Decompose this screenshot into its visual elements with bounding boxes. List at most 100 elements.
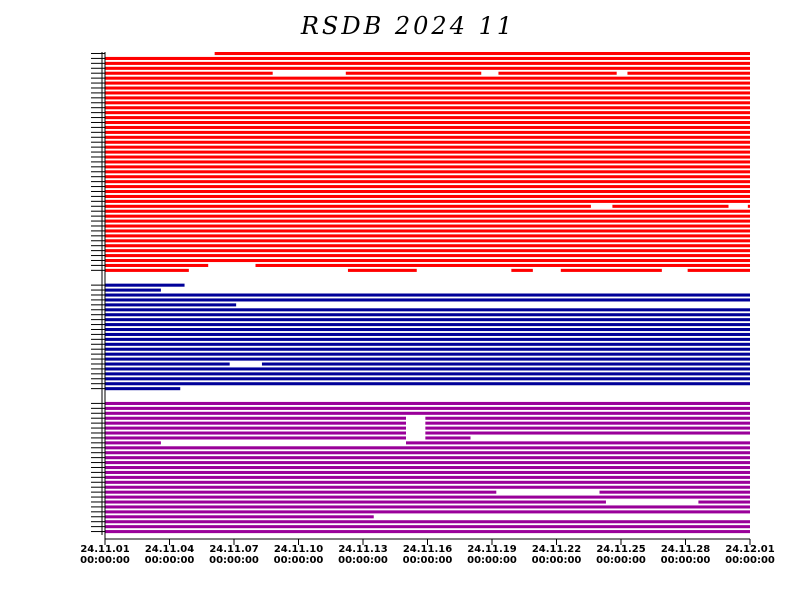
data-gap [406,435,426,440]
series-row-bar [105,96,750,100]
data-gap [406,426,426,431]
series-row-bar [105,475,750,479]
series-row-bar [105,56,750,60]
series-row-bar [105,530,750,534]
series-row-bar [105,66,750,70]
series-row-bar [105,91,750,95]
data-gap [208,263,256,268]
series-row-bar [105,111,750,115]
series-row-bar [105,436,750,440]
data-gap [470,435,750,440]
x-tick-label-date: 24.11.07 [209,544,258,555]
series-row-bar [105,337,750,341]
series-row-bar [105,347,750,351]
series-row-bar [105,155,750,159]
series-row-bar [105,372,750,376]
series-row-bar [105,505,750,509]
series-row-bar [105,362,750,366]
series-row-bar [105,101,750,105]
data-gap [728,204,748,209]
series-row-bar [105,367,750,371]
series-row-bar [105,224,750,228]
series-row-bar [105,165,750,169]
series-row-bar [105,219,750,223]
series-row-bar [105,406,750,410]
data-gap [236,302,750,307]
series-row-bar [105,416,750,420]
data-gap [532,268,561,273]
series-row-bar [105,145,750,149]
series-row-bar [105,318,750,322]
series-row-bar [105,500,750,504]
series-row-bar [105,357,750,361]
series-row-bar [105,229,750,233]
series-row-bar [105,411,750,415]
series-row-bar [105,160,750,164]
series-row-bar [105,254,750,258]
series-row-bar [105,401,750,405]
series-row-bar [105,52,750,56]
series-row-bar [105,470,750,474]
x-tick-label-date: 24.11.28 [661,544,710,555]
x-tick-label-date: 24.12.01 [725,544,774,555]
series-row-bar [105,328,750,332]
series-row-bar [105,140,750,144]
series-row-bar [105,456,750,460]
series-row-bar [105,451,750,455]
data-gap [160,288,750,293]
data-gap [616,71,628,76]
series-row-bar [105,239,750,243]
data-gap [406,421,426,426]
series-row-bar [105,426,750,430]
series-row-bar [105,259,750,263]
x-tick-label-date: 24.11.25 [596,544,645,555]
series-row-bar [105,441,750,445]
series-row-bar [105,495,750,499]
series-row-bar [105,71,750,75]
series-row-bar [105,431,750,435]
data-gap [180,386,750,391]
series-row-bar [105,81,750,85]
data-gap [590,204,613,209]
x-tick-label-date: 24.11.16 [403,544,452,555]
x-tick-label-time: 00:00:00 [274,555,324,566]
series-row-bar [105,490,750,494]
series-row-bar [105,342,750,346]
x-tick-label-time: 00:00:00 [403,555,453,566]
series-row-bar [105,125,750,129]
series-row-bar [105,180,750,184]
series-row-bar [105,121,750,125]
data-gap [229,362,262,367]
x-tick-label-time: 00:00:00 [467,555,517,566]
series-row-bar [105,76,750,80]
series-row-bar [105,308,750,312]
series-row-bar [105,244,750,248]
data-gap [272,71,346,76]
series-row-bar [105,135,750,139]
series-row-bar [105,175,750,179]
x-tick-label-date: 24.11.10 [274,544,323,555]
series-row-bar [105,421,750,425]
series-row-bar [105,234,750,238]
bars-layer [105,51,751,534]
series-row-bar [105,130,750,134]
series-row-bar [105,446,750,450]
x-tick-label-time: 00:00:00 [80,555,130,566]
series-row-bar [105,313,750,317]
series-row-bar [105,86,750,90]
x-axis: 24.11.0100:00:0024.11.0400:00:0024.11.07… [80,539,775,566]
series-row-bar [105,377,750,381]
x-tick-label-time: 00:00:00 [661,555,711,566]
series-row-bar [105,461,750,465]
series-row-bar [105,199,750,203]
series-row-bar [105,106,750,110]
data-gap [661,268,688,273]
data-gap [496,490,600,495]
data-gap [406,431,426,436]
data-gap [605,500,699,505]
series-row-bar [105,190,750,194]
data-gap [481,71,499,76]
x-tick-label-time: 00:00:00 [338,555,388,566]
x-tick-label-date: 24.11.04 [145,544,194,555]
